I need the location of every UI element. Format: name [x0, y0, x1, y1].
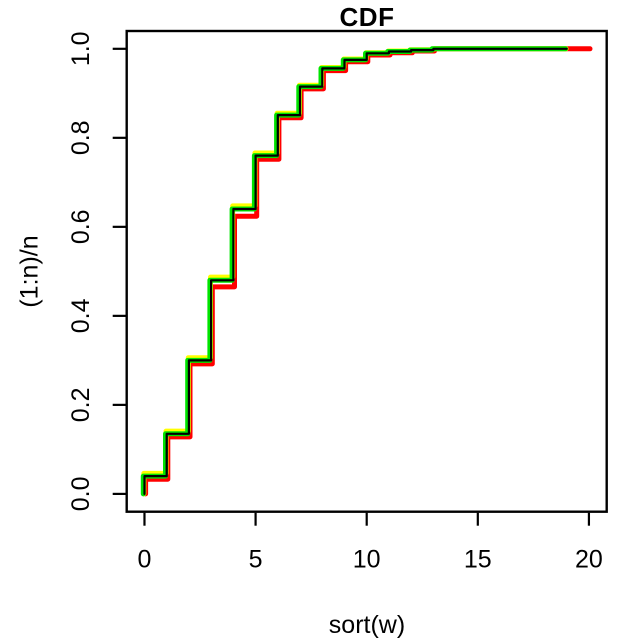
plot-title: CDF [339, 2, 395, 32]
x-axis-label: sort(w) [328, 611, 406, 639]
y-tick-label: 0.6 [67, 209, 95, 244]
x-tick-label: 20 [575, 546, 603, 574]
y-tick-label: 0.8 [67, 120, 95, 155]
series-path-red-ecdf [143, 46, 593, 497]
y-tick-label: 0.0 [67, 477, 95, 512]
y-tick-label: 1.0 [67, 31, 95, 66]
x-tick-label: 0 [138, 546, 152, 574]
series-path-green-ecdf [140, 46, 568, 497]
x-tick-label: 5 [249, 546, 263, 574]
y-axis-label: (1:n)/n [15, 235, 44, 308]
plot-frame [125, 29, 608, 513]
x-tick-label: 10 [353, 546, 381, 574]
y-tick-label: 0.2 [67, 388, 95, 423]
x-tick-label: 15 [464, 546, 492, 574]
series-path-yellow-ecdf [141, 46, 569, 497]
y-tick-label: 0.4 [67, 298, 95, 333]
series-path-black-ecdf [143, 47, 568, 495]
